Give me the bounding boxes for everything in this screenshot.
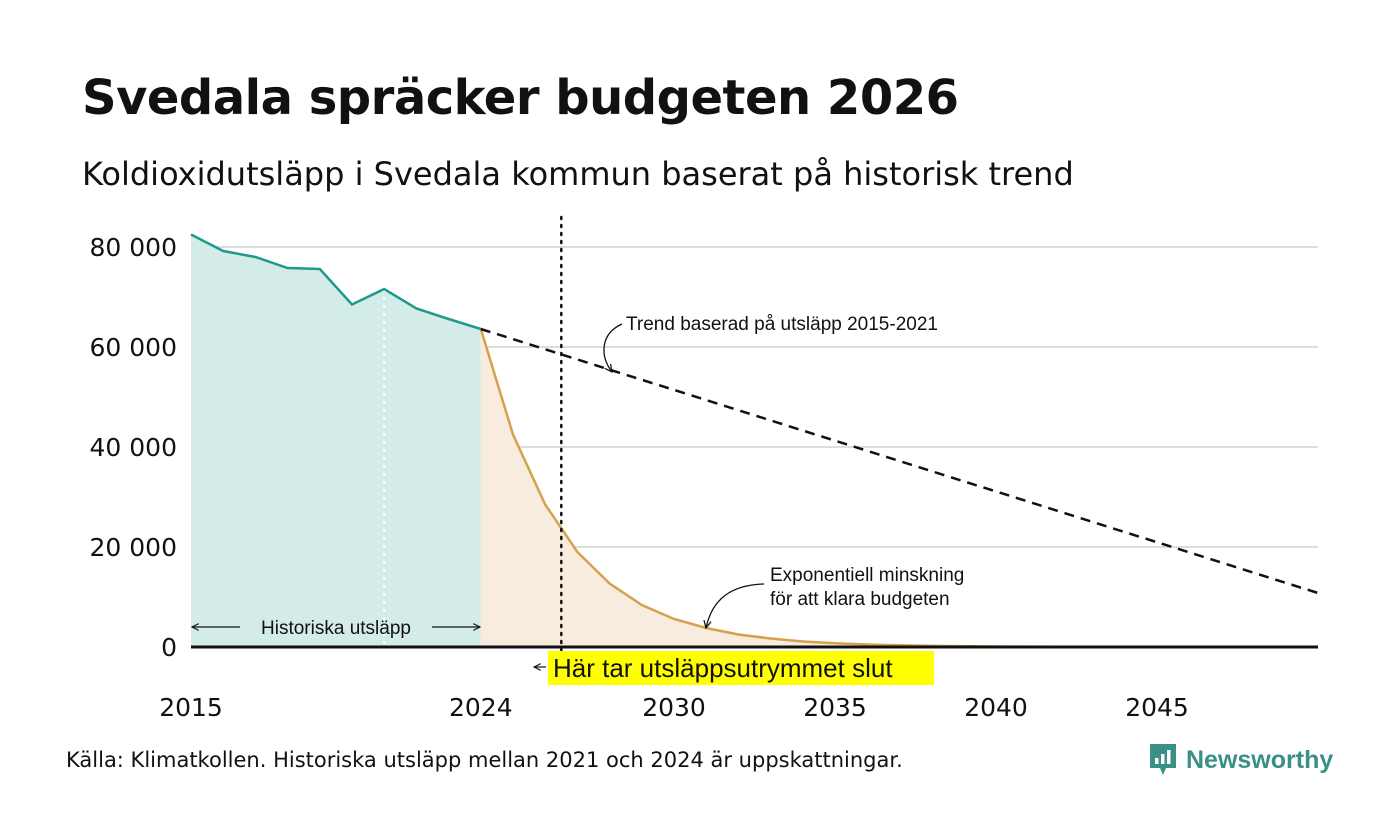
x-tick-label: 2015 <box>159 693 223 722</box>
reduction-annotation-arrow <box>706 583 765 628</box>
budget-end-label: Här tar utsläppsutrymmet slut <box>553 653 893 683</box>
chart-subtitle: Koldioxidutsläpp i Svedala kommun basera… <box>82 155 1074 193</box>
x-tick-label: 2024 <box>449 693 513 722</box>
trend-line <box>480 327 1319 595</box>
newsworthy-logo-icon <box>1150 744 1176 775</box>
y-tick-label: 0 <box>161 633 177 662</box>
historical-line <box>190 233 482 331</box>
historical-area <box>191 234 481 647</box>
reduction-annotation-line2: för att klara budgeten <box>770 589 950 610</box>
trend-annotation-arrow <box>603 323 623 372</box>
area-fills <box>191 234 1318 647</box>
chart-title: Svedala spräcker budgeten 2026 <box>82 70 959 126</box>
y-tick-label: 20 000 <box>90 533 177 562</box>
trend-annotation: Trend baserad på utsläpp 2015-2021 <box>626 314 938 335</box>
reduction-annotation-line1: Exponentiell minskning <box>770 565 964 586</box>
budget-end-highlight <box>548 651 934 685</box>
x-tick-label: 2035 <box>803 693 867 722</box>
reduction-area <box>480 329 1318 647</box>
brand-logo[interactable]: Newsworthy <box>1148 742 1333 778</box>
historical-annotation: Historiska utsläpp <box>261 618 411 639</box>
y-tick-label: 40 000 <box>90 433 177 462</box>
x-tick-label: 2040 <box>964 693 1028 722</box>
source-note: Källa: Klimatkollen. Historiska utsläpp … <box>66 748 903 772</box>
axes: 0 20 000 40 000 60 000 80 000 2015 2024 2030 203… <box>90 233 1318 722</box>
x-tick-label: 2045 <box>1125 693 1189 722</box>
y-tick-label: 60 000 <box>90 333 177 362</box>
emissions-chart: 0 20 000 40 000 60 000 80 000 2015 2024 2030 203… <box>90 215 1319 722</box>
brand-name: Newsworthy <box>1186 745 1334 774</box>
x-tick-label: 2030 <box>642 693 706 722</box>
y-tick-label: 80 000 <box>90 233 177 262</box>
